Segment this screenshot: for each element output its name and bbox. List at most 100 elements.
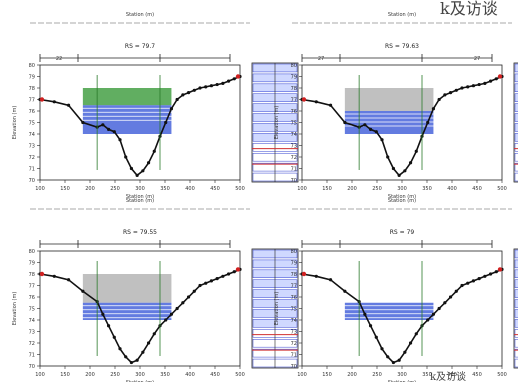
side-table-row	[514, 93, 518, 102]
y-tick-label: 78	[29, 86, 35, 92]
chart-title: Station (m)	[126, 198, 154, 204]
x-tick-label: 500	[235, 372, 245, 378]
ground-point	[471, 84, 476, 88]
chart-title: Station (m)	[388, 198, 416, 204]
y-tick-label: 74	[29, 132, 35, 138]
y-axis-label: Elevation (m)	[12, 106, 18, 140]
ground-point	[431, 107, 436, 111]
y-tick-label: 80	[29, 63, 35, 69]
right-bank-marker	[497, 267, 503, 272]
ground-point	[488, 272, 493, 276]
right-bank-marker	[497, 74, 503, 79]
ground-point	[106, 127, 111, 131]
ground-point	[124, 355, 128, 359]
y-tick-label: 79	[29, 261, 35, 267]
ground-point	[66, 278, 71, 282]
x-tick-label: 150	[60, 372, 70, 378]
y-axis-label: Elevation (m)	[274, 292, 280, 326]
y-tick-label: 76	[29, 109, 35, 115]
ground-point	[368, 127, 373, 131]
ground-point	[141, 169, 145, 173]
y-tick-label: 80	[29, 249, 35, 255]
x-tick-label: 150	[60, 186, 70, 192]
x-tick-label: 450	[210, 372, 220, 378]
ground-point	[135, 358, 139, 362]
side-table-row	[514, 339, 518, 348]
ground-point	[106, 324, 111, 328]
ground-point	[448, 91, 453, 95]
y-tick-label: 72	[291, 155, 297, 161]
x-axis-label: Station (m)	[388, 380, 416, 382]
side-table-row	[514, 289, 518, 298]
x-tick-label: 500	[235, 186, 245, 192]
y-tick-label: 72	[29, 155, 35, 161]
ground-point	[221, 274, 225, 278]
y-tick-label: 73	[291, 330, 297, 336]
ground-point	[488, 79, 493, 83]
x-tick-label: 400	[185, 372, 195, 378]
y-tick-label: 76	[29, 295, 35, 301]
ground-point	[343, 289, 347, 293]
side-table-row	[514, 143, 518, 152]
x-tick-label: 400	[447, 372, 457, 378]
ground-point	[209, 279, 214, 283]
y-tick-label: 75	[291, 121, 297, 127]
flow-area-fill	[344, 88, 434, 111]
x-axis-label: Station (m)	[388, 194, 416, 200]
ground-point	[101, 312, 105, 316]
chart-panel-1: Station (m) RS = 79.7 22 70 71 72 73 74 75 76 77 78…	[12, 12, 299, 200]
x-tick-label: 200	[85, 372, 95, 378]
y-tick-label: 78	[291, 272, 297, 278]
y-tick-label: 71	[291, 167, 297, 173]
ground-point	[380, 138, 384, 142]
x-tick-label: 100	[297, 186, 307, 192]
left-bank-marker	[39, 271, 45, 277]
ground-point	[221, 81, 225, 85]
dimension-label: 27	[474, 56, 480, 62]
ground-point	[328, 103, 333, 107]
y-tick-label: 80	[291, 63, 297, 69]
ground-point	[483, 274, 487, 278]
side-table	[513, 62, 518, 183]
x-tick-label: 100	[297, 372, 307, 378]
y-tick-label: 71	[29, 353, 35, 359]
water-area	[82, 302, 172, 320]
water-area	[344, 111, 434, 134]
ground-point	[204, 281, 208, 285]
ground-point	[408, 161, 413, 165]
ground-point	[408, 341, 413, 345]
y-tick-label: 75	[291, 307, 297, 313]
ground-point	[169, 107, 174, 111]
ground-point	[146, 161, 151, 165]
side-table-row	[514, 269, 518, 279]
x-tick-label: 200	[347, 372, 357, 378]
right-bank-marker	[235, 74, 241, 79]
x-axis-label: Station (m)	[126, 194, 154, 200]
ground-point	[152, 332, 156, 336]
x-tick-label: 350	[160, 186, 170, 192]
side-table-row	[514, 249, 518, 259]
ground-point	[363, 312, 367, 316]
side-table-row	[514, 172, 518, 182]
ground-point	[52, 274, 56, 278]
y-axis-label: Elevation (m)	[274, 106, 280, 140]
left-bank-marker	[301, 271, 307, 277]
y-tick-label: 70	[29, 364, 35, 370]
ground-point	[397, 173, 401, 177]
dimension-label: 27	[318, 56, 324, 62]
x-tick-label: 450	[210, 186, 220, 192]
x-tick-label: 300	[397, 186, 407, 192]
dimension-label: 22	[56, 56, 62, 62]
ground-point	[215, 82, 219, 87]
x-axis-label: Station (m)	[126, 380, 154, 382]
x-tick-label: 450	[472, 186, 482, 192]
ground-point	[403, 169, 407, 173]
ground-point	[226, 79, 231, 83]
x-tick-label: 100	[35, 372, 45, 378]
x-tick-label: 300	[135, 186, 145, 192]
ground-point	[146, 341, 151, 345]
y-tick-label: 72	[29, 341, 35, 347]
x-tick-label: 350	[422, 372, 432, 378]
chart-panel-2: Station (m) RS = 79.63 27 27 70 71 72 73 74 75 76 7…	[274, 12, 518, 200]
y-tick-label: 70	[291, 364, 297, 370]
